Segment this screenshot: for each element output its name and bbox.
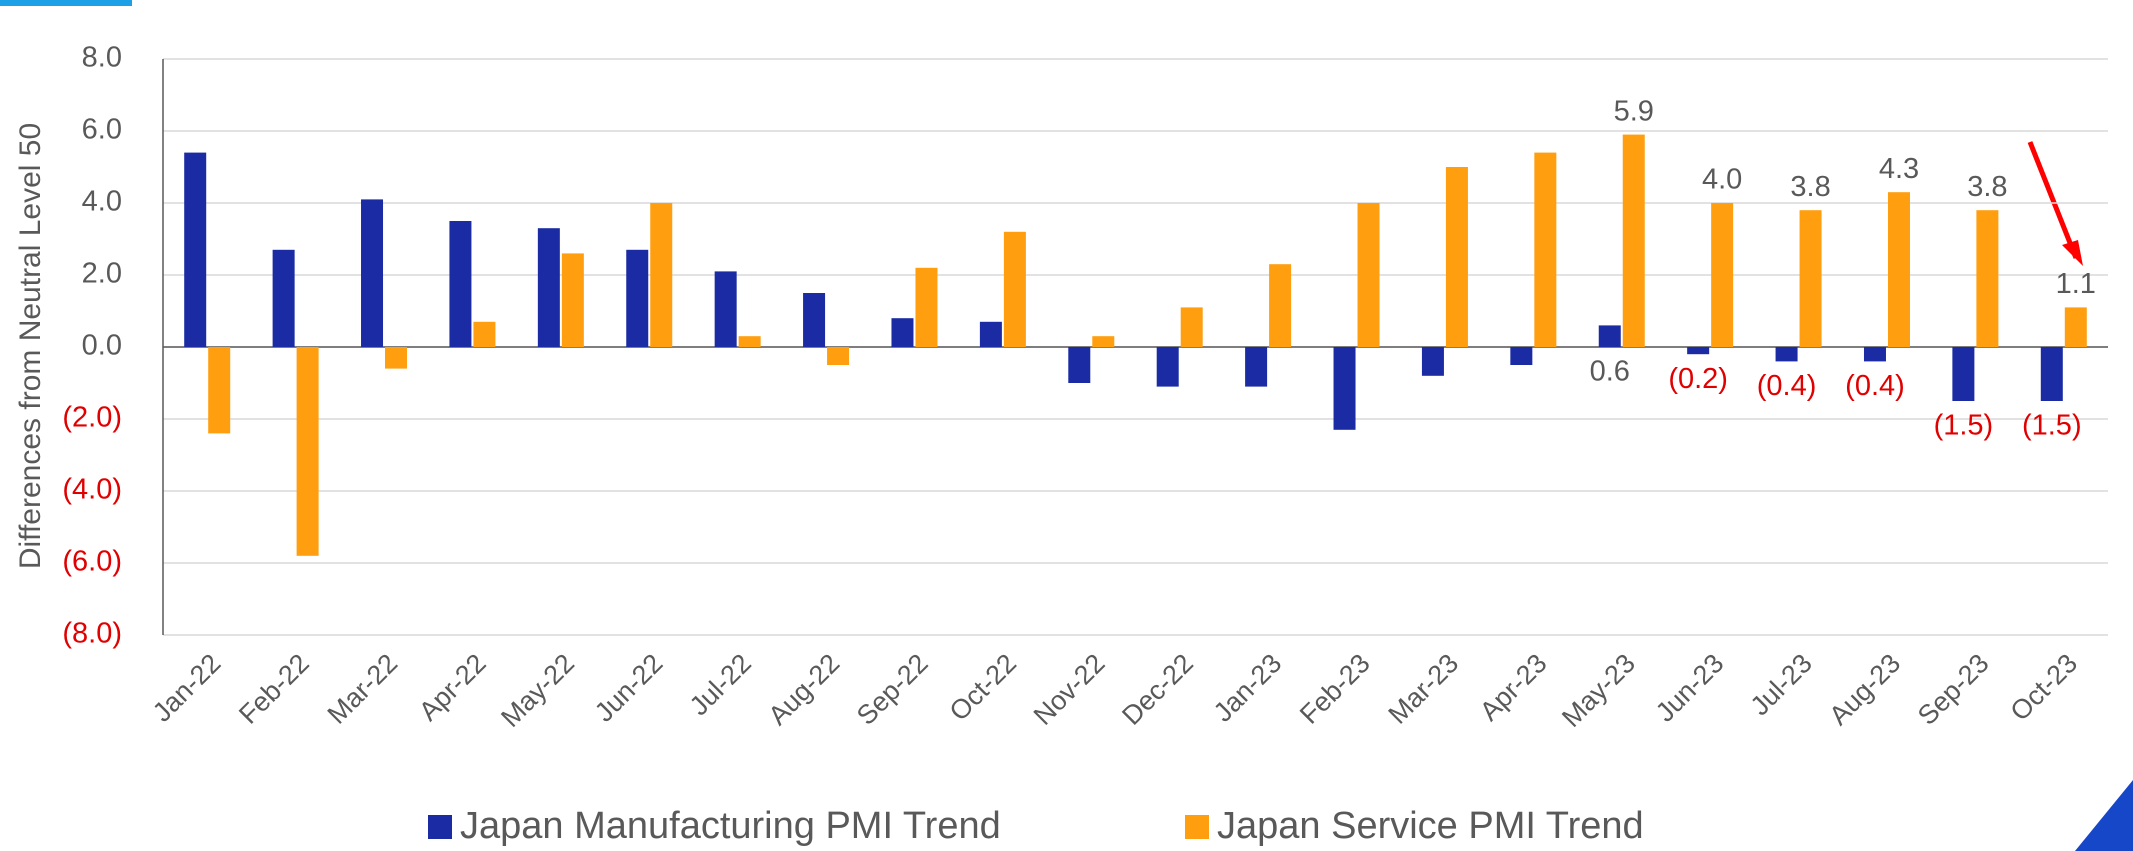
bar: [1357, 203, 1380, 347]
x-tick-label: Oct-23: [2005, 648, 2084, 727]
data-label: 5.9: [1614, 95, 1654, 127]
y-tick-label: 4.0: [82, 186, 122, 218]
bar: [1333, 347, 1356, 430]
x-tick-label: Jul-22: [684, 648, 757, 721]
bar: [1952, 347, 1975, 401]
y-tick-label: 0.0: [82, 330, 122, 362]
bar: [1421, 347, 1444, 376]
bar: [208, 347, 231, 434]
annotation-arrow: [2027, 141, 2079, 259]
bar: [803, 293, 826, 347]
y-tick-label: (6.0): [62, 546, 122, 578]
data-label: 0.6: [1590, 356, 1630, 388]
x-tick-label: Feb-22: [233, 648, 315, 730]
x-tick-label: Feb-23: [1294, 648, 1376, 730]
y-tick-label: (4.0): [62, 474, 122, 506]
bar: [272, 249, 295, 347]
data-label: (0.4): [1845, 370, 1905, 402]
bar: [561, 253, 584, 347]
bar: [1156, 347, 1179, 387]
bar: [473, 321, 496, 347]
bar: [915, 267, 938, 347]
x-tick-label: Mar-22: [322, 648, 404, 730]
data-label: 4.3: [1879, 153, 1919, 185]
bar: [2040, 347, 2063, 401]
x-tick-label: Dec-22: [1116, 648, 1199, 731]
bar: [296, 347, 319, 556]
x-tick-label: May-23: [1556, 648, 1641, 733]
corner-accent: [2075, 780, 2133, 851]
bar: [1622, 134, 1645, 347]
data-label: 3.8: [1790, 171, 1830, 203]
y-tick-label: 6.0: [82, 114, 122, 146]
bar: [1687, 347, 1710, 355]
y-tick-label: (2.0): [62, 402, 122, 434]
bar: [1003, 231, 1026, 347]
bar: [2064, 307, 2087, 347]
bar: [1068, 347, 1091, 383]
bar: [1534, 152, 1557, 347]
x-tick-label: Oct-22: [944, 648, 1023, 727]
top-accent: [0, 0, 132, 6]
bar: [1510, 347, 1533, 365]
bar: [891, 318, 914, 347]
bar: [449, 221, 472, 347]
x-tick-label: Apr-22: [413, 648, 492, 727]
bar: [1863, 347, 1886, 362]
bar: [1598, 325, 1621, 347]
x-tick-label: Jul-23: [1745, 648, 1818, 721]
bar: [1092, 336, 1115, 347]
data-label: 3.8: [1967, 171, 2007, 203]
x-tick-label: May-22: [495, 648, 580, 733]
x-tick-label: Aug-22: [763, 648, 846, 731]
data-label: (0.4): [1757, 370, 1817, 402]
x-tick-label: Jun-22: [589, 648, 669, 728]
legend-label: Japan Service PMI Trend: [1217, 805, 1644, 847]
x-tick-label: Sep-23: [1912, 648, 1995, 731]
x-tick-label: Apr-23: [1474, 648, 1553, 727]
bar: [537, 228, 560, 347]
legend-swatch: [428, 815, 452, 839]
bar: [1775, 347, 1798, 362]
bar: [1799, 210, 1822, 347]
bar: [979, 321, 1002, 347]
legend-label: Japan Manufacturing PMI Trend: [460, 805, 1001, 847]
x-tick-label: Nov-22: [1028, 648, 1111, 731]
x-tick-label: Jun-23: [1650, 648, 1730, 728]
y-axis-label: Differences from Neutral Level 50: [14, 123, 47, 569]
x-tick-label: Jan-23: [1208, 648, 1288, 728]
bar: [827, 347, 850, 365]
bar: [1269, 264, 1292, 347]
y-tick-label: (8.0): [62, 618, 122, 650]
bar: [1976, 210, 1999, 347]
y-tick-label: 8.0: [82, 42, 122, 74]
bar: [650, 203, 673, 347]
bar: [361, 199, 384, 347]
x-tick-label: Mar-23: [1383, 648, 1465, 730]
bar: [1711, 203, 1734, 347]
bar: [1445, 167, 1468, 347]
bar: [184, 152, 207, 347]
x-tick-label: Sep-22: [851, 648, 934, 731]
data-label: (0.2): [1668, 363, 1728, 395]
data-label: 1.1: [2056, 268, 2096, 300]
data-label: (1.5): [2022, 410, 2082, 442]
legend-swatch: [1185, 815, 1209, 839]
x-tick-label: Aug-23: [1823, 648, 1906, 731]
bar: [1887, 192, 1910, 347]
bar: [1180, 307, 1203, 347]
x-tick-label: Jan-22: [147, 648, 227, 728]
data-label: 4.0: [1702, 164, 1742, 196]
bar: [385, 347, 408, 369]
bar: [738, 336, 761, 347]
bar: [1245, 347, 1268, 387]
y-tick-label: 2.0: [82, 258, 122, 290]
annotation-arrow-head: [2062, 240, 2083, 266]
bar: [626, 249, 649, 347]
bar: [714, 271, 737, 347]
data-label: (1.5): [1934, 410, 1994, 442]
